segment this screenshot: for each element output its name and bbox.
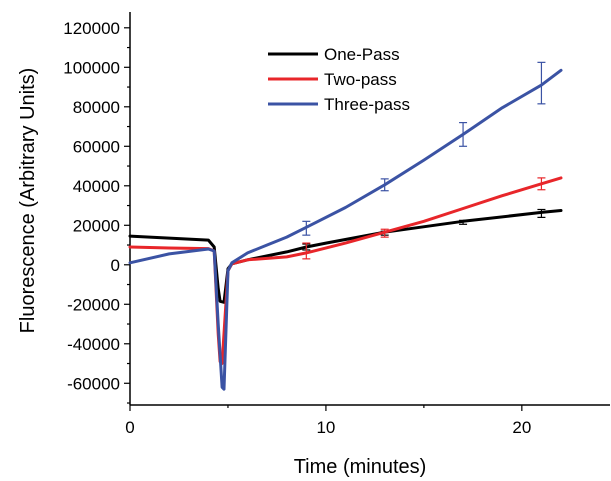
y-tick-label: 100000: [63, 58, 120, 77]
error-bar: [537, 177, 546, 191]
y-tick-label: 60000: [73, 137, 120, 156]
error-bar: [459, 219, 468, 225]
error-bar: [459, 121, 468, 147]
x-axis-title: Time (minutes): [294, 456, 427, 478]
y-tick-label: 120000: [63, 19, 120, 38]
y-tick-label: 20000: [73, 216, 120, 235]
series-line-2: [128, 176, 563, 365]
axes: -60000 -40000 -20000 0 20000 40000 60000 80000 1…: [63, 12, 610, 437]
y-tick-label: -60000: [67, 374, 120, 393]
y-tick-label: -20000: [67, 295, 120, 314]
legend-label: One-Pass: [324, 45, 400, 64]
series-line-1: [128, 209, 563, 304]
error-bar: [380, 228, 389, 238]
error-bar: [302, 242, 311, 260]
error-bar: [537, 61, 546, 105]
plot-area: [128, 61, 563, 391]
error-bar: [302, 220, 311, 236]
legend-label: Three-pass: [324, 95, 410, 114]
series-line-3: [128, 68, 563, 391]
y-tick-label: 0: [111, 256, 120, 275]
legend-label: Two-pass: [324, 70, 397, 89]
y-tick-label: 40000: [73, 177, 120, 196]
legend: One-Pass Two-pass Three-pass: [268, 45, 410, 114]
error-bar: [380, 178, 389, 192]
y-axis-title: Fluorescence (Arbitrary Units): [17, 68, 39, 334]
x-tick-label: 10: [316, 418, 335, 437]
x-tick-label: 0: [125, 418, 134, 437]
error-bar: [537, 208, 546, 218]
x-tick-label: 20: [512, 418, 531, 437]
y-tick-label: -40000: [67, 335, 120, 354]
y-tick-label: 80000: [73, 98, 120, 117]
